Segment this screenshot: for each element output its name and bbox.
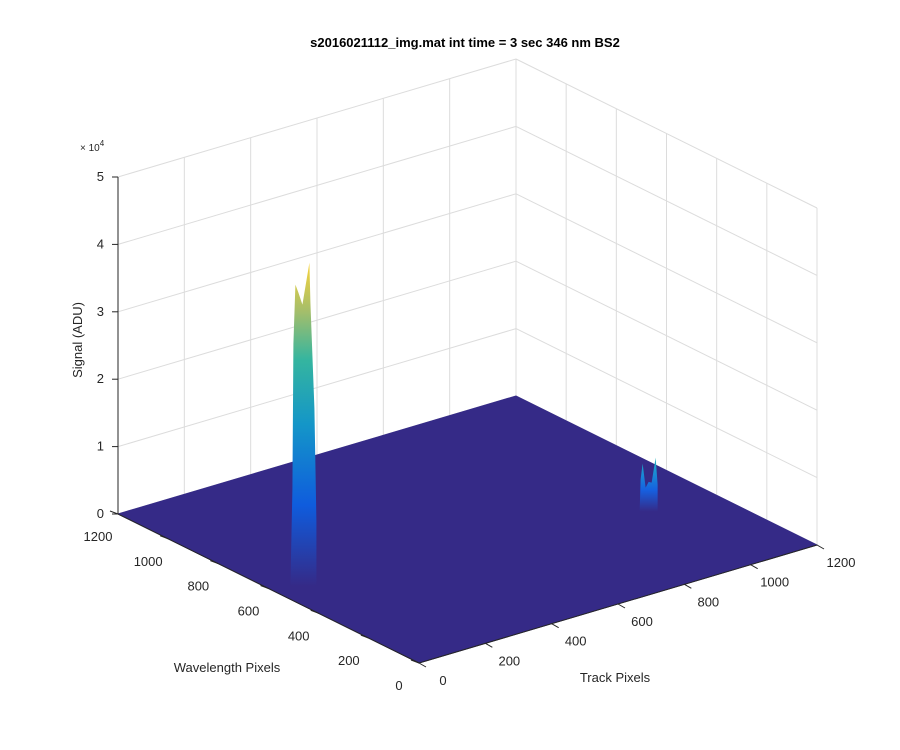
y-tick xyxy=(410,659,420,664)
x-tick xyxy=(816,544,825,550)
y-tick-label: 0 xyxy=(395,678,402,693)
surface-peak xyxy=(290,262,317,587)
z-tick-label: 1 xyxy=(97,439,104,454)
grid-line xyxy=(117,328,517,448)
tick-labels: 0200400600800100012000200400600800100012… xyxy=(84,169,856,693)
y-tick-label: 200 xyxy=(338,653,360,668)
y-tick-label: 1000 xyxy=(134,554,163,569)
z-axis-exponent: × 104 xyxy=(80,139,105,154)
x-tick-label: 1000 xyxy=(760,575,789,590)
chart-title: s2016021112_img.mat int time = 3 sec 346… xyxy=(310,35,620,50)
y-tick xyxy=(360,634,370,639)
grid-line xyxy=(117,193,517,313)
y-tick-label: 1200 xyxy=(84,529,113,544)
grid-line xyxy=(515,193,818,344)
grid-line xyxy=(515,260,818,411)
x-tick-label: 200 xyxy=(498,653,520,668)
x-tick-label: 0 xyxy=(439,673,446,688)
grid-line xyxy=(117,58,517,178)
y-axis-label: Wavelength Pixels xyxy=(174,660,281,675)
y-tick xyxy=(210,560,219,565)
y-tick xyxy=(310,609,319,614)
z-axis-multiplier: × 10 xyxy=(80,143,100,154)
x-axis-label: Track Pixels xyxy=(580,670,651,685)
y-tick-label: 800 xyxy=(187,579,209,594)
grid-line xyxy=(515,328,818,479)
x-tick-label: 600 xyxy=(631,614,653,629)
y-tick xyxy=(159,535,169,540)
y-tick-label: 400 xyxy=(288,628,310,643)
grid-line xyxy=(515,125,818,276)
z-axis-label: Signal (ADU) xyxy=(70,302,85,378)
grid-line xyxy=(117,125,517,245)
surface-peak xyxy=(639,457,658,512)
x-tick-label: 800 xyxy=(697,594,719,609)
z-tick-label: 2 xyxy=(97,371,104,386)
grid-line xyxy=(117,260,517,380)
y-tick-label: 600 xyxy=(238,604,260,619)
z-tick-label: 0 xyxy=(97,506,104,521)
z-tick-label: 4 xyxy=(97,236,104,251)
x-tick xyxy=(418,662,427,668)
surface xyxy=(116,262,819,664)
x-tick xyxy=(485,642,493,648)
z-tick-label: 5 xyxy=(97,169,104,184)
x-tick-label: 1200 xyxy=(827,555,856,570)
x-tick xyxy=(684,583,692,589)
y-tick xyxy=(260,585,269,589)
grid-line xyxy=(515,58,818,209)
surface-base xyxy=(116,395,819,664)
x-tick xyxy=(551,623,559,629)
x-tick xyxy=(617,603,626,609)
z-tick-label: 3 xyxy=(97,304,104,319)
x-tick-label: 400 xyxy=(565,634,587,649)
axes xyxy=(109,176,825,668)
x-tick xyxy=(750,564,758,570)
z-axis-exponent-power: 4 xyxy=(100,139,105,148)
